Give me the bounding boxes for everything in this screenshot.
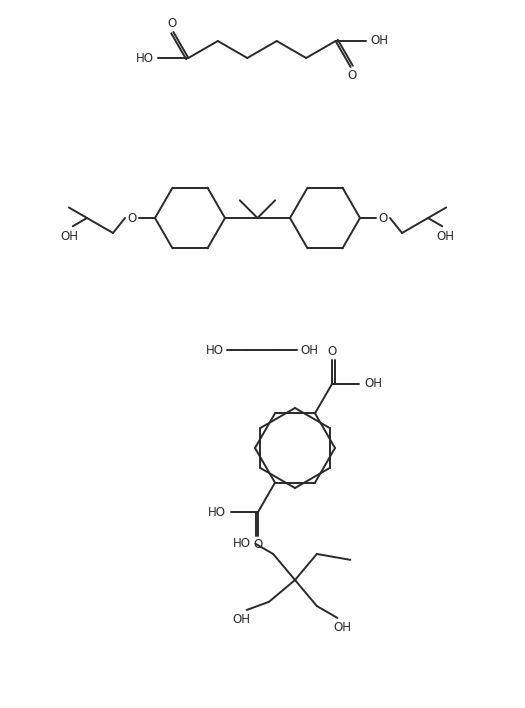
Text: O: O [379,212,387,224]
Text: O: O [347,69,356,82]
Text: OH: OH [371,35,388,47]
Text: HO: HO [206,343,224,357]
Text: O: O [128,212,136,224]
Text: OH: OH [436,230,454,243]
Text: HO: HO [233,537,250,550]
Text: HO: HO [135,52,153,64]
Text: OH: OH [333,622,351,634]
Text: OH: OH [364,377,382,390]
Text: O: O [328,345,337,358]
Text: OH: OH [300,343,318,357]
Text: O: O [168,16,177,30]
Text: OH: OH [61,230,79,243]
Text: HO: HO [208,506,226,518]
Text: O: O [254,538,262,552]
Text: OH: OH [233,614,250,627]
